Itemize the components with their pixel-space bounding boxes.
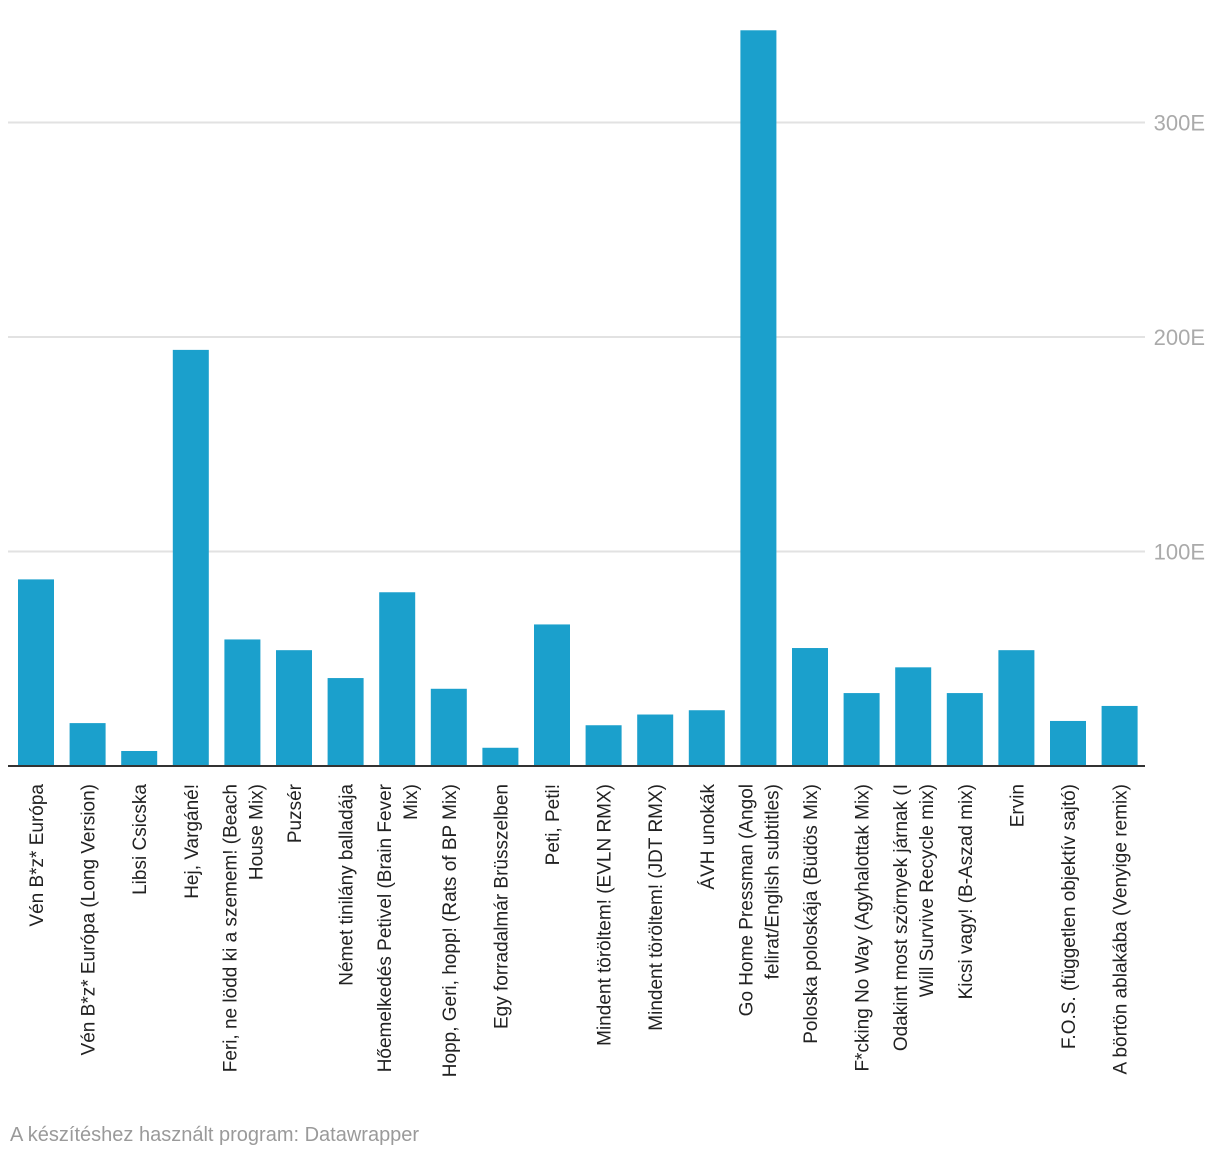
x-tick-label: Vén B*z* Európa (Long Version) — [79, 784, 100, 1055]
bar — [69, 723, 106, 766]
x-tick-label: Német tinilány balladája — [337, 784, 358, 986]
bar — [327, 678, 364, 766]
bar — [18, 579, 54, 766]
bar — [843, 693, 880, 766]
x-tick-label: felirat/English subtitles) — [762, 784, 783, 979]
bar — [637, 714, 674, 766]
x-tick-label: Peti, Peti! — [543, 784, 564, 865]
bar — [1101, 705, 1138, 766]
x-tick-label: House Mix) — [246, 784, 267, 880]
x-tick-label: F*cking No Way (Agyhalottak Mix) — [853, 784, 874, 1072]
bar — [792, 648, 828, 766]
bar — [430, 688, 467, 766]
bar — [585, 725, 622, 766]
x-tick-label: Poloska poloskája (Büdös Mix) — [801, 784, 822, 1044]
x-tick-label: Hej, Vargáné! — [182, 784, 203, 899]
y-tick-label: 300E — [1154, 111, 1205, 136]
x-tick-label: Ervin — [1007, 784, 1028, 827]
bar — [276, 650, 312, 766]
x-tick-label: A börtön ablakába (Venyige remix) — [1111, 784, 1132, 1074]
bar — [688, 710, 725, 766]
x-tick-label: Odakint most szörnyek járnak (I — [891, 784, 912, 1051]
x-tick-label: F.O.S. (független objektív sajtó) — [1059, 784, 1080, 1049]
bar — [121, 750, 158, 766]
x-tick-label: Mindent töröltem! (EVLN RMX) — [595, 784, 616, 1046]
bar — [379, 592, 416, 766]
x-axis-labels: Vén B*z* Európa Vén B*z* Európa (Long Ver… — [27, 783, 1132, 1077]
x-tick-label: Kicsi vagy! (B-Aszad mix) — [956, 784, 977, 999]
x-tick-label: Egy forradalmár Brüsszelben — [491, 784, 512, 1029]
y-axis-ticks: 100E 200E 300E — [1154, 111, 1205, 565]
y-tick-label: 200E — [1154, 325, 1205, 350]
x-tick-label: Mix) — [401, 784, 422, 820]
bar — [534, 624, 570, 766]
x-tick-label: Mindent töröltem! (JDT RMX) — [646, 784, 667, 1031]
x-tick-label: Go Home Pressman (Angol — [736, 784, 757, 1016]
bar — [224, 639, 261, 766]
y-tick-label: 100E — [1154, 540, 1205, 565]
footer-credit: A készítéshez használt program: Datawrap… — [10, 1124, 420, 1146]
x-tick-label: Puzsér — [285, 783, 306, 843]
x-tick-label: Libsi Csicska — [130, 784, 151, 895]
bar — [946, 693, 983, 766]
bar — [1050, 720, 1086, 766]
bar — [740, 30, 777, 766]
bar — [998, 650, 1035, 766]
bar — [482, 747, 519, 766]
bar — [172, 349, 209, 766]
bars — [18, 30, 1138, 766]
bar — [895, 667, 932, 766]
x-tick-label: Vén B*z* Európa — [27, 784, 48, 927]
x-tick-label: Will Survive Recycle mix) — [917, 784, 938, 997]
x-tick-label: Hopp, Geri, hopp! (Rats of BP Mix) — [440, 784, 461, 1077]
x-tick-label: Feri, ne lödd ki a szemem! (Beach — [220, 784, 241, 1072]
x-tick-label: ÁVH unokák — [698, 784, 719, 890]
x-tick-label: Hőemelkedés Petivel (Brain Fever — [375, 783, 396, 1072]
